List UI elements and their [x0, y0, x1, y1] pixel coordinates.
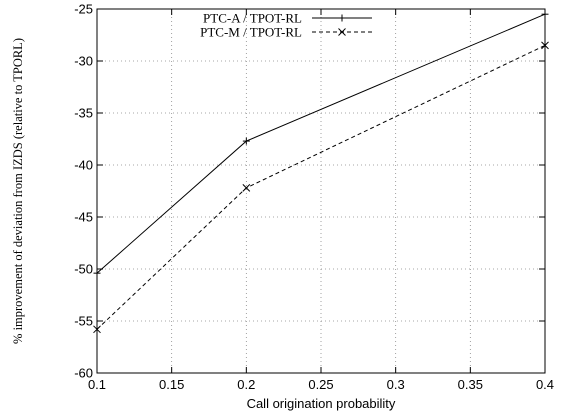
y-axis-label: % improvement of deviation from IZDS (re… [11, 38, 25, 344]
y-tick-label: -25 [74, 2, 93, 17]
x-axis-label: Call origination probability [247, 396, 396, 411]
plot-frame [96, 8, 546, 374]
series-lines [93, 10, 549, 334]
legend-label: PTC-A / TPOT-RL [203, 11, 302, 26]
axis-ticks: 0.1 0.15 0.2 0.25 0.3 0.35 0.4 -60 -55 -50 -45 -40 -… [74, 2, 554, 393]
data-point-marker [541, 41, 549, 50]
legend-marker [338, 28, 346, 36]
y-tick-label: -50 [74, 262, 93, 277]
y-tick-label: -60 [74, 366, 93, 381]
data-point-marker [242, 137, 250, 145]
x-tick-label: 0.2 [237, 377, 255, 392]
data-point-marker [93, 325, 101, 334]
y-tick-label: -55 [74, 314, 93, 329]
x-tick-label: 0.3 [387, 377, 405, 392]
x-tick-label: 0.15 [159, 377, 184, 392]
y-tick-label: -45 [74, 210, 93, 225]
y-tick-label: -30 [74, 54, 93, 69]
y-tick-label: -40 [74, 158, 93, 173]
series-line-2 [96, 44, 546, 330]
legend-label: PTC-M / TPOT-RL [200, 25, 302, 40]
data-point-marker [93, 269, 101, 277]
legend-marker [338, 14, 346, 22]
y-tick-label: -35 [74, 106, 93, 121]
grid [97, 9, 545, 373]
x-tick-label: 0.25 [308, 377, 333, 392]
x-tick-label: 0.4 [536, 377, 554, 392]
data-point-marker [541, 10, 549, 18]
data-point-marker [242, 184, 251, 192]
x-tick-label: 0.35 [458, 377, 483, 392]
x-tick-label: 0.1 [88, 377, 106, 392]
